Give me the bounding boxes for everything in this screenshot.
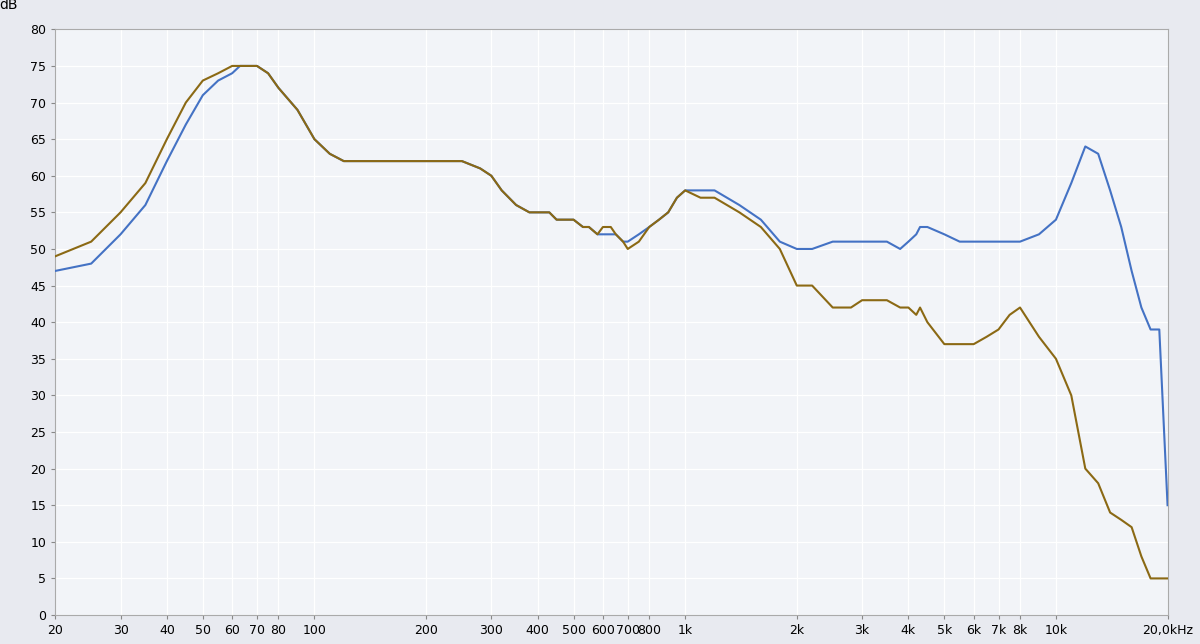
Y-axis label: dB: dB (0, 0, 18, 12)
